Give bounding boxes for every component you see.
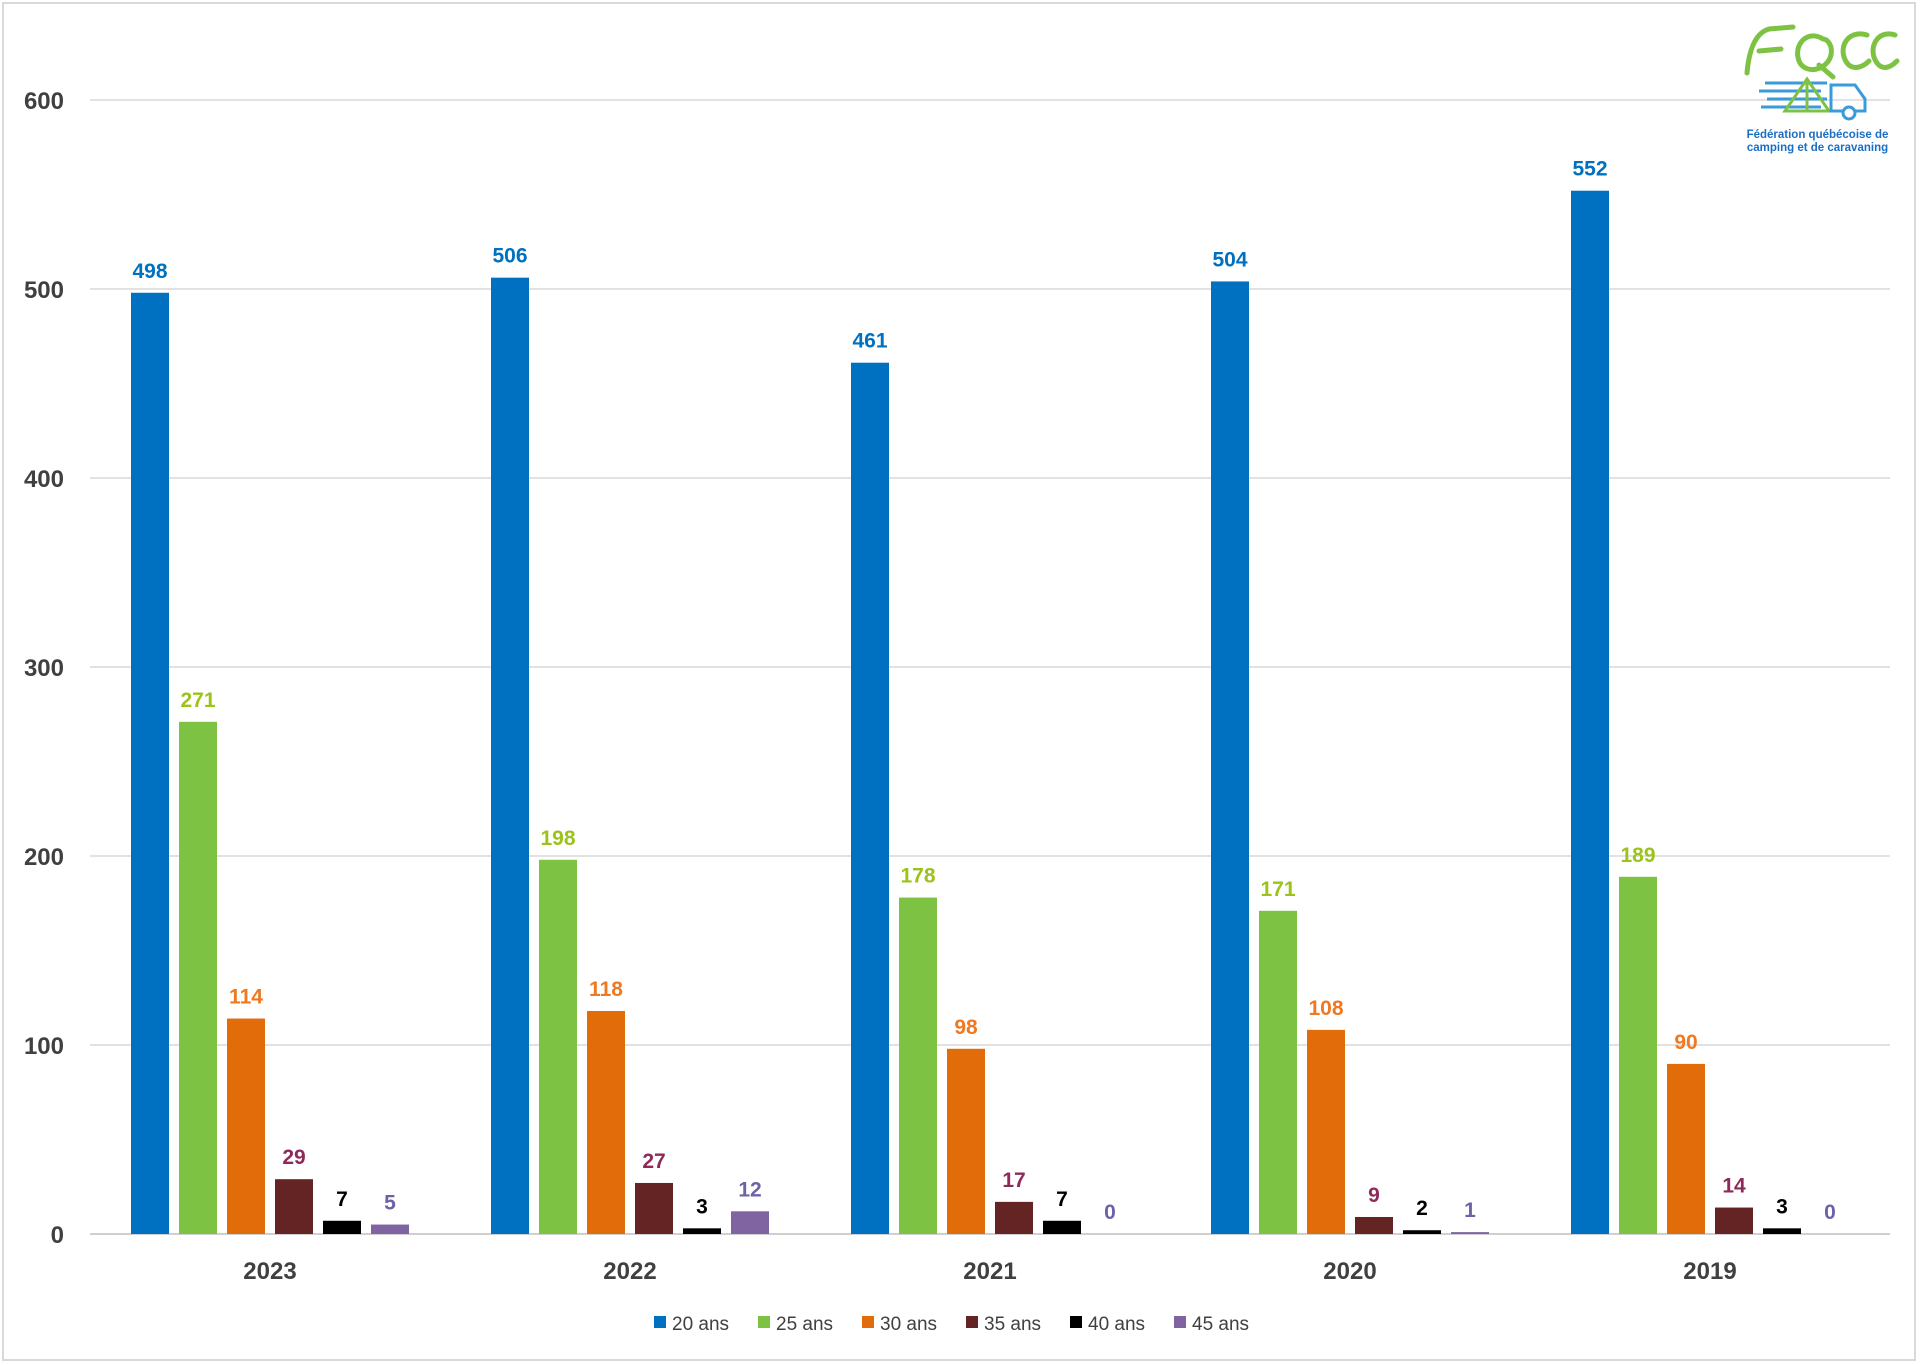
legend-label: 40 ans (1088, 1314, 1145, 1335)
x-tick-label: 2023 (243, 1258, 296, 1285)
y-tick-label: 500 (24, 277, 64, 304)
fqcc-logo: Fédération québécoise de camping et de c… (1735, 15, 1900, 165)
logo-text-line1: Fédération québécoise de (1746, 129, 1889, 141)
bar-20-ans-2020 (1211, 281, 1249, 1234)
bar-40-ans-2019 (1763, 1228, 1801, 1234)
data-label: 504 (1212, 248, 1247, 271)
data-label: 461 (852, 330, 887, 353)
bar-35-ans-2020 (1355, 1216, 1393, 1234)
data-label: 189 (1620, 844, 1655, 867)
bar-35-ans-2021 (995, 1201, 1033, 1234)
data-label: 14 (1722, 1175, 1746, 1198)
data-label: 27 (642, 1150, 665, 1173)
bar-45-ans-2022 (731, 1211, 769, 1234)
legend-label: 25 ans (776, 1314, 833, 1335)
data-label: 7 (336, 1188, 348, 1211)
legend-label: 20 ans (672, 1314, 729, 1335)
data-label: 7 (1056, 1188, 1068, 1211)
bar-25-ans-2021 (899, 897, 937, 1234)
data-label: 12 (738, 1178, 761, 1201)
data-label: 552 (1572, 158, 1607, 181)
legend-swatch (758, 1316, 770, 1328)
bar-45-ans-2020 (1451, 1232, 1489, 1234)
data-label: 271 (180, 689, 215, 712)
data-label: 17 (1002, 1169, 1025, 1192)
data-label: 114 (229, 986, 263, 1009)
y-tick-label: 200 (24, 844, 64, 871)
y-axis: 0 100 200 300 400 500 600 (24, 88, 64, 1249)
bar-25-ans-2023 (179, 721, 217, 1234)
data-label: 98 (954, 1016, 978, 1039)
x-axis: 2023 2022 2021 2020 2019 (243, 1258, 1736, 1285)
data-label: 0 (1824, 1201, 1836, 1224)
bar-20-ans-2019 (1571, 190, 1609, 1235)
bar-25-ans-2022 (539, 859, 577, 1234)
y-tick-label: 600 (24, 88, 64, 115)
data-label: 0 (1104, 1201, 1116, 1224)
bar-45-ans-2023 (371, 1224, 409, 1234)
data-label: 29 (282, 1146, 305, 1169)
bar-25-ans-2019 (1619, 876, 1657, 1234)
bar-20-ans-2021 (851, 362, 889, 1235)
legend-swatch (1174, 1316, 1186, 1328)
x-tick-label: 2020 (1323, 1258, 1376, 1285)
data-label: 118 (589, 978, 623, 1001)
legend-swatch (1070, 1316, 1082, 1328)
data-label: 3 (1776, 1195, 1788, 1218)
x-tick-label: 2021 (963, 1258, 1016, 1285)
bar-20-ans-2022 (491, 277, 529, 1234)
data-label: 5 (384, 1192, 396, 1215)
data-label: 178 (900, 865, 935, 888)
y-tick-label: 400 (24, 466, 64, 493)
data-label: 506 (492, 245, 527, 268)
logo-text-line2: camping et de caravaning (1746, 142, 1889, 154)
y-tick-label: 300 (24, 655, 64, 682)
legend-label: 45 ans (1192, 1314, 1249, 1335)
bar-30-ans-2021 (947, 1048, 985, 1234)
fqcc-logo-mark (1744, 24, 1900, 121)
y-tick-label: 0 (51, 1222, 64, 1249)
bar-35-ans-2022 (635, 1182, 673, 1234)
y-tick-label: 100 (24, 1033, 64, 1060)
data-label: 2 (1416, 1197, 1428, 1220)
data-label: 498 (132, 260, 167, 283)
legend-swatch (654, 1316, 666, 1328)
bar-40-ans-2020 (1403, 1230, 1441, 1234)
bar-30-ans-2019 (1667, 1063, 1705, 1234)
legend-swatch (862, 1316, 874, 1328)
bar-35-ans-2023 (275, 1179, 313, 1234)
bar-30-ans-2023 (227, 1018, 265, 1234)
bars (131, 190, 1801, 1235)
bar-35-ans-2019 (1715, 1207, 1753, 1234)
data-label: 90 (1674, 1031, 1697, 1054)
data-label: 9 (1368, 1184, 1380, 1207)
data-label: 198 (540, 827, 575, 850)
x-tick-label: 2022 (603, 1258, 656, 1285)
data-label: 3 (696, 1195, 708, 1218)
bar-40-ans-2021 (1043, 1220, 1081, 1234)
legend-label: 35 ans (984, 1314, 1041, 1335)
data-label: 108 (1308, 997, 1343, 1020)
data-label: 171 (1260, 878, 1295, 901)
data-label: 1 (1464, 1199, 1476, 1222)
bar-30-ans-2022 (587, 1010, 625, 1234)
legend-swatch (966, 1316, 978, 1328)
bar-30-ans-2020 (1307, 1029, 1345, 1234)
bar-40-ans-2023 (323, 1220, 361, 1234)
bar-40-ans-2022 (683, 1228, 721, 1234)
legend: 20 ans 25 ans 30 ans 35 ans 40 ans 45 ans (654, 1314, 1249, 1335)
bar-25-ans-2020 (1259, 910, 1297, 1234)
bar-20-ans-2023 (131, 292, 169, 1234)
legend-label: 30 ans (880, 1314, 937, 1335)
x-tick-label: 2019 (1683, 1258, 1736, 1285)
